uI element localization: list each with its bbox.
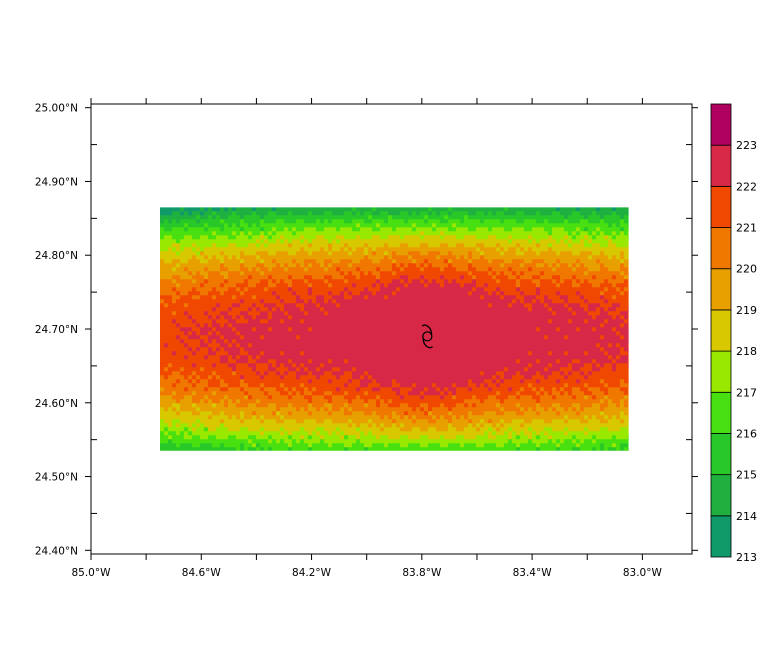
- colorbar-label: 222: [736, 180, 757, 193]
- x-tick-label: 83.8°W: [402, 567, 442, 579]
- x-tick-label: 85.0°W: [71, 567, 111, 579]
- colorbar-swatch: [711, 392, 731, 433]
- x-tick-label: 83.0°W: [623, 567, 663, 579]
- colorbar-label: 217: [736, 386, 757, 399]
- colorbar-swatch: [711, 269, 731, 310]
- y-tick-label: 24.50°N: [35, 472, 78, 484]
- x-tick-label: 84.2°W: [292, 567, 332, 579]
- colorbar: 213 214 215 216 217 218 219 220 221 222 223: [711, 104, 757, 564]
- colorbar-swatch: [711, 433, 731, 474]
- y-tick-label: 24.60°N: [35, 398, 78, 410]
- x-tick-label: 84.6°W: [182, 567, 222, 579]
- y-tick-label: 25.00°N: [35, 103, 78, 115]
- y-tick-label: 24.70°N: [35, 324, 78, 336]
- colorbar-swatch: [711, 145, 731, 186]
- colorbar-swatch: [711, 475, 731, 516]
- colorbar-label: 220: [736, 263, 757, 276]
- y-tick-label: 24.80°N: [35, 250, 78, 262]
- y-tick-label: 24.90°N: [35, 176, 78, 188]
- colorbar-label: 218: [736, 345, 757, 358]
- x-tick-label: 83.4°W: [513, 567, 553, 579]
- colorbar-label: 213: [736, 551, 757, 564]
- colorbar-swatch: [711, 310, 731, 351]
- colorbar-swatch: [711, 516, 731, 557]
- colorbar-label: 215: [736, 469, 757, 482]
- colorbar-swatch: [711, 104, 731, 145]
- colorbar-label: 214: [736, 510, 757, 523]
- colorbar-swatch: [711, 186, 731, 227]
- colorbar-label: 221: [736, 222, 757, 235]
- colorbar-swatch: [711, 351, 731, 392]
- contour-field: [160, 207, 633, 452]
- colorbar-label: 223: [736, 139, 757, 152]
- colorbar-label: 219: [736, 304, 757, 317]
- colorbar-label: 216: [736, 427, 757, 440]
- colorbar-swatch: [711, 228, 731, 269]
- y-tick-label: 24.40°N: [35, 545, 78, 557]
